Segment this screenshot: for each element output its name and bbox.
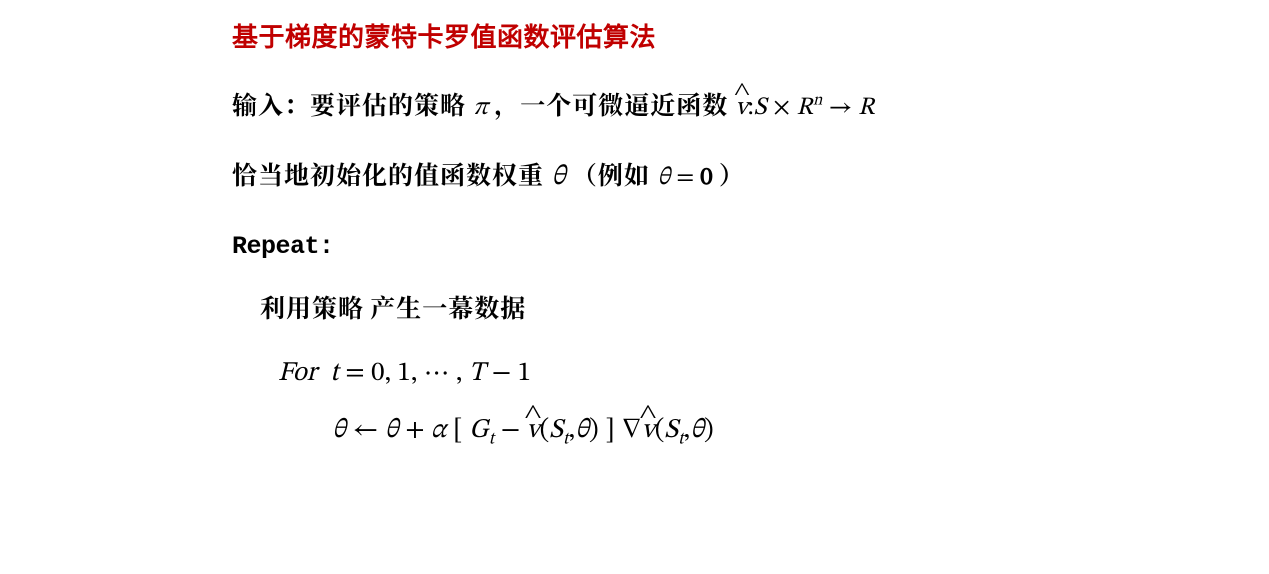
arrow-to: → bbox=[829, 95, 859, 120]
algorithm-box: 基于梯度的蒙特卡罗值函数评估算法 输入：要评估的策略 π ，一个可微逼近函数 v… bbox=[0, 0, 1269, 451]
algorithm-title: 基于梯度的蒙特卡罗值函数评估算法 bbox=[232, 22, 1269, 53]
input-mid: ，一个可微逼近函数 bbox=[494, 86, 735, 122]
episode-b: 产生一幕数据 bbox=[370, 289, 526, 325]
u-nabla: ∇ bbox=[622, 417, 642, 444]
func-Rn: Rn bbox=[796, 95, 822, 120]
episode-line: 利用策略 产生一幕数据 bbox=[232, 292, 1269, 325]
for-t: t bbox=[330, 360, 339, 387]
u-th2: θ bbox=[690, 417, 704, 444]
u-lbracket: [ bbox=[453, 417, 462, 444]
for-line: For t = 0, 1, ⋯ , T − 1 bbox=[232, 355, 1269, 390]
u-theta-r: θ bbox=[385, 417, 399, 444]
repeat-text: Repeat: bbox=[232, 232, 334, 261]
u-rbracket: ] bbox=[605, 417, 614, 444]
zero: 0 bbox=[700, 165, 712, 190]
theta-eq: θ bbox=[657, 165, 670, 190]
u-vhat2: v bbox=[642, 415, 655, 447]
u-theta-l: θ bbox=[332, 417, 346, 444]
init-prefix: 恰当地初始化的值函数权重 bbox=[232, 156, 551, 192]
repeat-label: Repeat: bbox=[232, 231, 1269, 262]
u-plus: + bbox=[405, 417, 431, 444]
u-minus: − bbox=[501, 417, 527, 444]
func-S: S bbox=[754, 95, 767, 120]
u-G: Gt bbox=[469, 417, 494, 444]
u-alpha: α bbox=[431, 417, 446, 444]
for-keyword: For bbox=[278, 360, 323, 387]
vhat-symbol: v bbox=[736, 93, 748, 123]
input-line: 输入：要评估的策略 π ，一个可微逼近函数 v:S × Rn → R bbox=[232, 89, 1269, 123]
u-p2c: ) bbox=[704, 417, 714, 444]
init-open: （例如 bbox=[572, 156, 657, 192]
theta-symbol: θ bbox=[551, 163, 565, 191]
u-St1: St bbox=[549, 417, 568, 444]
for-eq: = 0, 1, ⋯ , bbox=[345, 360, 468, 387]
init-close: ） bbox=[719, 156, 745, 192]
for-T: T bbox=[469, 360, 485, 387]
func-R: R bbox=[858, 95, 874, 120]
eq-sign: = bbox=[676, 165, 700, 190]
u-p1c: ) bbox=[589, 417, 599, 444]
init-line: 恰当地初始化的值函数权重 θ （例如 θ = 0 ） bbox=[232, 159, 1269, 195]
input-prefix: 输入：要评估的策略 bbox=[232, 86, 473, 122]
u-vhat1: v bbox=[527, 415, 540, 447]
times-1: × bbox=[773, 95, 797, 120]
u-St2: St bbox=[664, 417, 683, 444]
u-assign: ← bbox=[353, 417, 385, 444]
u-th1: θ bbox=[575, 417, 589, 444]
policy-symbol: π bbox=[473, 95, 488, 120]
episode-a: 利用策略 bbox=[260, 289, 364, 325]
for-minus1: − 1 bbox=[492, 360, 531, 387]
update-line: θ ← θ + α [ Gt − v(St,θ) ] ∇v(St,θ) bbox=[232, 412, 1269, 450]
